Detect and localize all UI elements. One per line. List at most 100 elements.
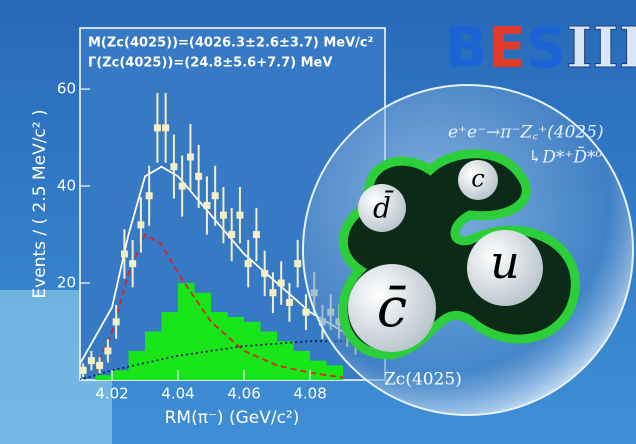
curve [80, 340, 377, 380]
annotation: M(Zc(4025))=(4026.3±2.6±3.7) MeV/c² [88, 36, 373, 51]
x-tick-label: 4.04 [161, 385, 194, 403]
marker [302, 308, 310, 316]
decay: ↳D*⁺D̄*⁰ [528, 145, 602, 167]
histogram-bar [161, 312, 179, 380]
marker [186, 153, 194, 161]
data-point [203, 176, 211, 235]
quark [458, 160, 498, 200]
x-tick-label: 4.08 [293, 385, 326, 403]
histogram-bar [211, 312, 228, 380]
histogram-bar [112, 370, 129, 380]
marker [285, 298, 293, 306]
quark [358, 184, 406, 232]
curve [94, 233, 344, 379]
data-point [87, 350, 95, 371]
histogram-bar [128, 350, 146, 380]
x-tick-label: 4.06 [227, 385, 260, 403]
marker [153, 124, 161, 132]
histogram-bar [277, 341, 294, 380]
data-point [277, 261, 285, 305]
marker [120, 250, 128, 258]
reaction: e⁺e⁻→π⁻Z꜀⁺(4025) [448, 123, 604, 143]
data-point [252, 207, 260, 262]
y-tick-label: 20 [57, 274, 76, 292]
marker [211, 192, 219, 200]
data-point [228, 207, 236, 262]
data-point [269, 272, 277, 314]
marker [145, 192, 153, 200]
y-tick-label: 60 [57, 80, 76, 98]
x-axis-label: RM(π⁻) (GeV/c²) [165, 408, 300, 428]
marker [137, 221, 145, 229]
logo: BESIII [445, 15, 636, 81]
histogram-bar [227, 316, 245, 380]
particle-label: Zc(4025) [384, 370, 462, 390]
y-axis-label: Events / ( 2.5 MeV/c² ) [30, 109, 50, 298]
quark-label: c [471, 165, 484, 193]
data-point [96, 357, 104, 374]
data-point [211, 165, 219, 226]
data-point [153, 92, 161, 163]
data-point [129, 239, 137, 288]
marker [170, 163, 178, 171]
data-point [137, 197, 145, 253]
marker [244, 260, 252, 268]
data-point [162, 92, 170, 163]
quark-label: u [490, 235, 520, 289]
data-point [219, 187, 227, 244]
data-point [186, 124, 194, 190]
logo-part: III [566, 15, 636, 81]
marker [162, 124, 170, 132]
marker [294, 260, 302, 268]
data-point [195, 144, 203, 208]
logo-part: B [445, 16, 488, 81]
annotation: Γ(Zc(4025))=(24.8±5.6+7.7) MeV [88, 56, 332, 71]
data-point [244, 239, 252, 288]
histogram-bar [194, 292, 212, 380]
marker [87, 357, 95, 365]
data-point [112, 304, 120, 339]
marker [252, 231, 260, 239]
data-point [120, 229, 128, 279]
axes: 4.02 4.04 4.06 4.08 20 40 60 [57, 80, 327, 403]
marker [129, 260, 137, 268]
marker [195, 172, 203, 180]
data-point [294, 239, 302, 288]
histogram-bar [260, 331, 278, 380]
data-point [80, 363, 87, 378]
marker [236, 211, 244, 219]
quark-label: d̄ [373, 189, 395, 224]
data-point [145, 165, 153, 226]
marker [104, 347, 112, 355]
data-point [104, 339, 112, 363]
data-point [261, 250, 269, 297]
data-point [302, 294, 310, 331]
data-point [285, 283, 293, 322]
marker [261, 269, 269, 277]
quark-label: c̄ [377, 276, 407, 339]
data-point [236, 187, 244, 244]
marker [228, 231, 236, 239]
logo-part: E [488, 16, 526, 81]
marker [203, 201, 211, 209]
marker [277, 279, 285, 287]
x-tick-label: 4.02 [95, 385, 128, 403]
marker [178, 182, 186, 190]
histogram-bar [145, 331, 162, 380]
histogram-bar [244, 321, 261, 380]
logo-part: S [526, 16, 566, 81]
quark [467, 230, 543, 306]
marker [219, 211, 227, 219]
histogram-bar [95, 375, 113, 380]
y-tick-label: 40 [57, 177, 76, 195]
data-point [170, 134, 178, 199]
quark [348, 264, 436, 352]
histogram-bar [178, 283, 195, 380]
marker [96, 361, 104, 369]
marker [269, 289, 277, 297]
histogram-bar [293, 350, 311, 380]
marker [80, 366, 87, 374]
histogram-bar [310, 360, 327, 380]
marker [112, 318, 120, 326]
